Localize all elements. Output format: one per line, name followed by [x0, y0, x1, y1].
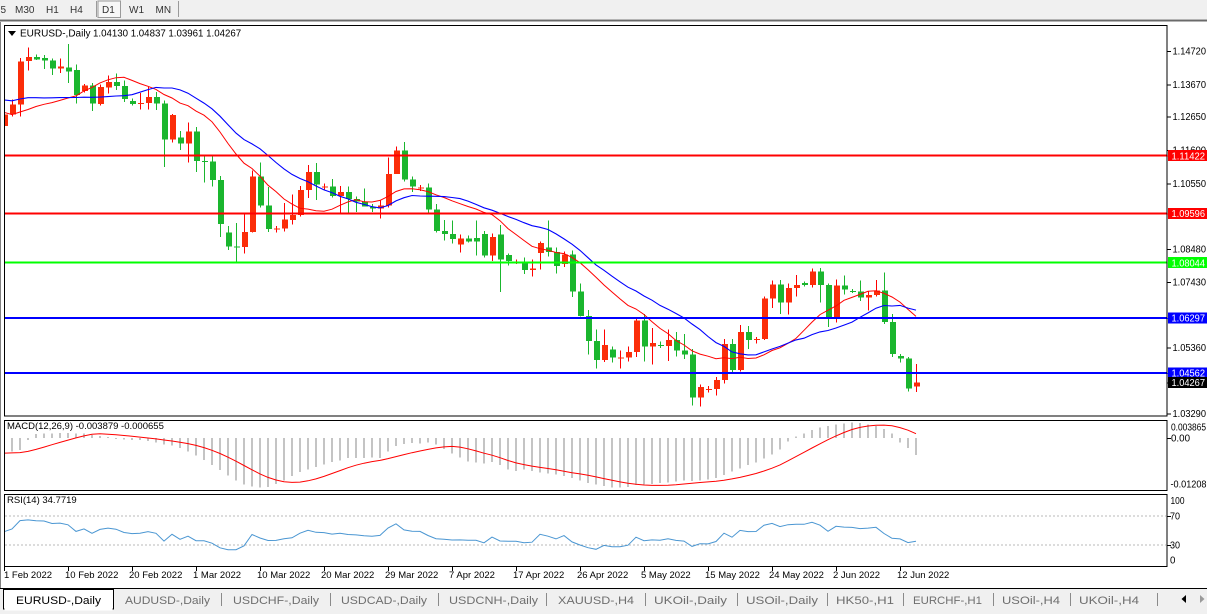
svg-text:USDCNH-,Daily: USDCNH-,Daily [449, 595, 539, 607]
svg-text:1.03290: 1.03290 [1173, 409, 1207, 420]
svg-text:USDCHF-,Daily: USDCHF-,Daily [233, 595, 320, 607]
svg-text:D1: D1 [102, 5, 115, 16]
svg-text:20 Mar 2022: 20 Mar 2022 [321, 570, 374, 581]
svg-text:1.11422: 1.11422 [1172, 151, 1206, 162]
svg-text:15 May 2022: 15 May 2022 [705, 570, 760, 581]
svg-text:2 Jun 2022: 2 Jun 2022 [833, 570, 880, 581]
svg-text:10 Mar 2022: 10 Mar 2022 [257, 570, 310, 581]
svg-text:W1: W1 [129, 5, 144, 16]
svg-text:AUDUSD-,Daily: AUDUSD-,Daily [125, 595, 211, 607]
svg-text:-0.01208: -0.01208 [1171, 480, 1207, 491]
svg-text:EURCHF-,H1: EURCHF-,H1 [913, 595, 982, 607]
svg-text:1.13670: 1.13670 [1173, 80, 1207, 91]
svg-text:17 Apr 2022: 17 Apr 2022 [513, 570, 564, 581]
svg-text:29 Mar 2022: 29 Mar 2022 [385, 570, 438, 581]
svg-text:EURUSD-,Daily: EURUSD-,Daily [16, 595, 102, 607]
svg-text:RSI(14) 34.7719: RSI(14) 34.7719 [7, 495, 77, 506]
svg-text:USOil-,Daily: USOil-,Daily [746, 595, 819, 607]
svg-text:1 Mar 2022: 1 Mar 2022 [193, 570, 241, 581]
svg-text:1.10550: 1.10550 [1173, 179, 1207, 190]
svg-text:24 May 2022: 24 May 2022 [769, 570, 824, 581]
svg-text:0: 0 [1170, 556, 1176, 567]
svg-text:UKOil-,H4: UKOil-,H4 [1079, 595, 1139, 607]
svg-text:10 Feb 2022: 10 Feb 2022 [65, 570, 118, 581]
svg-text:USOil-,H4: USOil-,H4 [1002, 595, 1060, 607]
svg-text:M30: M30 [15, 5, 35, 16]
svg-text:7 Apr 2022: 7 Apr 2022 [449, 570, 495, 581]
svg-text:MACD(12,26,9) -0.003879 -0.000: MACD(12,26,9) -0.003879 -0.000655 [7, 421, 164, 432]
svg-text:26 Apr 2022: 26 Apr 2022 [577, 570, 628, 581]
svg-text:1 Feb 2022: 1 Feb 2022 [4, 570, 52, 581]
svg-text:1.04130 1.04837 1.03961 1.0426: 1.04130 1.04837 1.03961 1.04267 [93, 29, 241, 40]
svg-text:70: 70 [1170, 512, 1181, 523]
svg-text:100: 100 [1171, 496, 1186, 507]
svg-text:1.04562: 1.04562 [1172, 369, 1206, 380]
svg-text:HK50-,H1: HK50-,H1 [836, 595, 894, 607]
svg-text:USDCAD-,Daily: USDCAD-,Daily [341, 595, 428, 607]
svg-text:H1: H1 [46, 5, 59, 16]
svg-text:1.12650: 1.12650 [1173, 112, 1207, 123]
svg-text:0.003865: 0.003865 [1171, 423, 1206, 434]
svg-text:30: 30 [1170, 540, 1181, 551]
svg-text:1.07430: 1.07430 [1173, 278, 1207, 289]
svg-text:5: 5 [1, 5, 7, 16]
svg-text:1.14720: 1.14720 [1173, 47, 1207, 58]
svg-text:EURUSD-,Daily: EURUSD-,Daily [20, 29, 91, 40]
svg-text:12 Jun 2022: 12 Jun 2022 [897, 570, 949, 581]
svg-text:0.00: 0.00 [1171, 434, 1191, 445]
svg-text:1.06297: 1.06297 [1172, 314, 1206, 325]
svg-text:1.08044: 1.08044 [1172, 258, 1206, 269]
svg-text:H4: H4 [70, 5, 83, 16]
svg-text:5 May 2022: 5 May 2022 [641, 570, 691, 581]
svg-text:1.08480: 1.08480 [1173, 244, 1207, 255]
svg-text:20 Feb 2022: 20 Feb 2022 [129, 570, 182, 581]
svg-text:XAUUSD-,H4: XAUUSD-,H4 [558, 595, 634, 607]
svg-text:MN: MN [156, 5, 172, 16]
svg-text:1.04267: 1.04267 [1172, 378, 1206, 389]
svg-text:UKOil-,Daily: UKOil-,Daily [654, 595, 728, 607]
svg-text:1.05360: 1.05360 [1173, 343, 1207, 354]
svg-text:1.09596: 1.09596 [1172, 209, 1206, 220]
